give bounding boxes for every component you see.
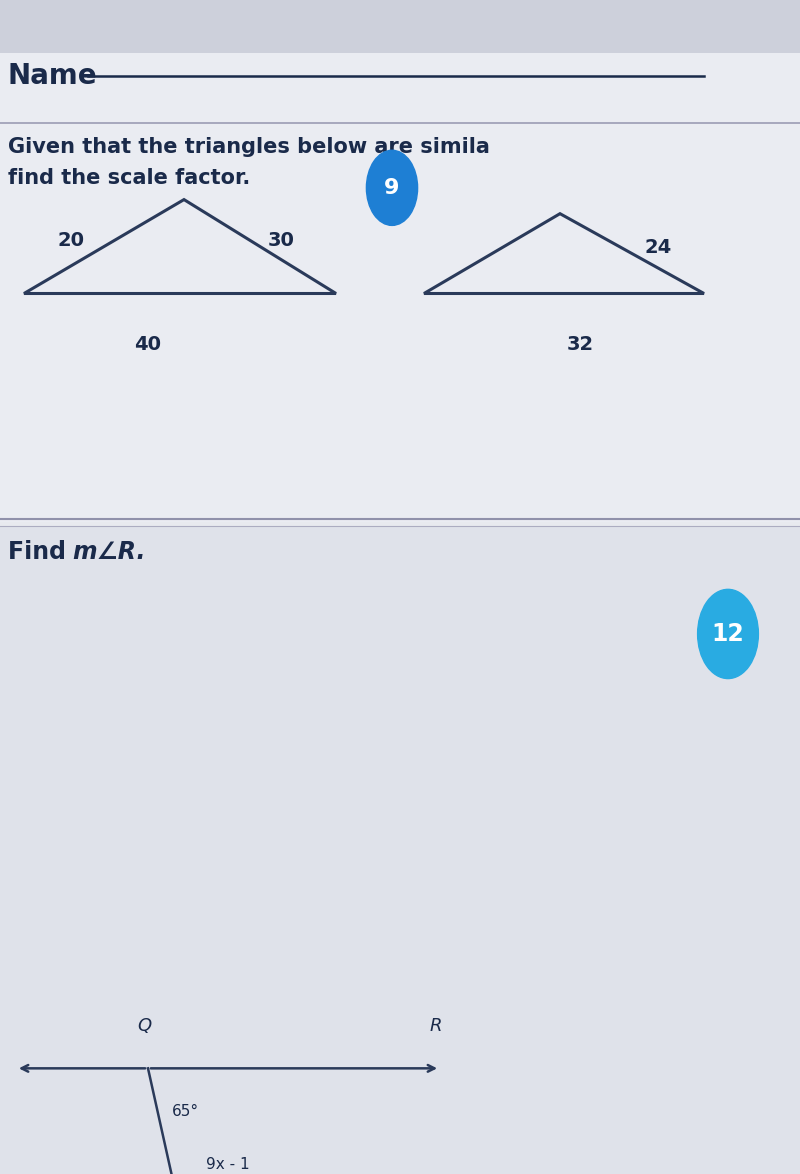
Circle shape (366, 150, 418, 225)
Text: 24: 24 (644, 238, 671, 257)
Text: 40: 40 (134, 335, 162, 353)
Text: Name: Name (8, 62, 98, 90)
Text: 65°: 65° (172, 1104, 199, 1119)
Text: 9x - 1: 9x - 1 (206, 1156, 250, 1172)
Text: Q: Q (137, 1018, 151, 1035)
Text: find the scale factor.: find the scale factor. (8, 168, 250, 189)
Text: R: R (430, 1018, 442, 1035)
Text: Given that the triangles below are simila: Given that the triangles below are simil… (8, 136, 490, 157)
Bar (0, 0, 800, 53)
Text: 20: 20 (57, 231, 84, 250)
Circle shape (698, 589, 758, 679)
Text: 12: 12 (712, 622, 744, 646)
Text: 32: 32 (566, 335, 594, 353)
Text: m∠R.: m∠R. (72, 540, 146, 564)
Text: 9: 9 (384, 177, 400, 198)
Bar (0, 53, 800, 522)
Bar (0, 526, 800, 1174)
Text: 30: 30 (268, 231, 295, 250)
Text: Find: Find (8, 540, 74, 564)
